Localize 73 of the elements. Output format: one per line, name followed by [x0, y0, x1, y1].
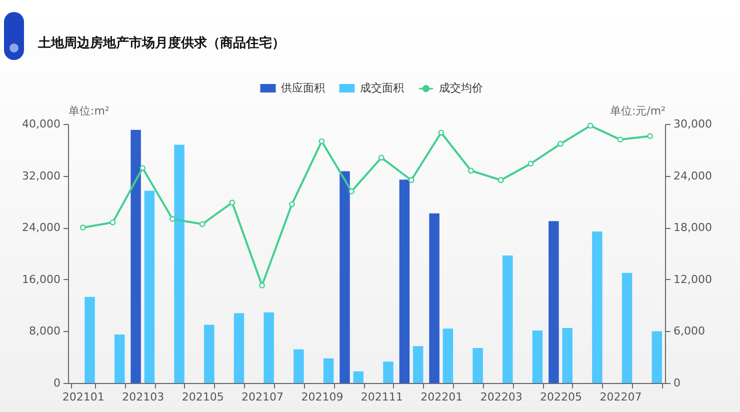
- y2-tick-label: 12,000: [674, 272, 712, 286]
- y-tick-label: 24,000: [22, 221, 60, 234]
- bar: [562, 328, 572, 383]
- y-axis-title: 单位:m²: [68, 104, 110, 118]
- bar: [340, 171, 350, 383]
- point: [558, 140, 564, 147]
- bar: [442, 328, 454, 383]
- bar: [548, 221, 559, 383]
- bar: [592, 231, 602, 383]
- x-tick-label: 202111: [360, 390, 403, 404]
- x-tick-label: 202101: [62, 390, 104, 404]
- point: [438, 130, 444, 136]
- bar: [502, 255, 513, 383]
- bar: [144, 190, 155, 383]
- bar: [174, 144, 184, 383]
- legend-label: 成交面积: [360, 81, 404, 94]
- y2-tick-label: 6,000: [674, 324, 705, 338]
- y2-tick-label: 0: [674, 376, 680, 390]
- x-tick-label: 202205: [540, 390, 582, 404]
- y2-axis-title: 单位:元/m²: [610, 104, 666, 118]
- x-tick-label: 202107: [242, 390, 284, 404]
- bar: [353, 371, 364, 383]
- y-tick-label: 40,000: [22, 118, 60, 130]
- bar: [472, 348, 483, 383]
- bar: [130, 130, 141, 383]
- point: [378, 154, 384, 161]
- point: [408, 177, 414, 184]
- point: [229, 200, 236, 206]
- point: [617, 136, 624, 142]
- legend-label: 供应面积: [281, 81, 325, 94]
- legend-label: 成交均价: [439, 82, 483, 95]
- point: [288, 201, 295, 208]
- point: [199, 221, 206, 228]
- bar: [622, 272, 632, 383]
- point: [110, 219, 116, 226]
- y2-tick-label: 24,000: [674, 169, 712, 182]
- bar: [294, 349, 304, 383]
- bar: [234, 313, 244, 383]
- bar: [264, 312, 274, 383]
- point: [498, 177, 504, 184]
- chart-title: 土地周边房地产市场月度供求（商品住宅）: [37, 35, 285, 51]
- point: [468, 168, 474, 174]
- y2-tick-label: 18,000: [674, 221, 712, 234]
- x-tick-label: 202201: [420, 390, 463, 404]
- x-tick-label: 202109: [301, 390, 344, 404]
- x-tick-label: 202207: [600, 390, 642, 404]
- point: [140, 165, 146, 171]
- bar: [383, 362, 394, 383]
- bar: [532, 330, 543, 383]
- bar: [84, 296, 95, 383]
- point: [647, 133, 654, 140]
- bar: [412, 346, 424, 383]
- y-tick-label: 0: [54, 376, 60, 390]
- point: [80, 224, 86, 231]
- x-tick-label: 202203: [480, 390, 522, 404]
- bar: [323, 358, 334, 383]
- point: [318, 138, 325, 144]
- bar: [204, 324, 214, 383]
- bar: [114, 334, 125, 383]
- y-tick-label: 32,000: [22, 169, 60, 182]
- point: [528, 160, 534, 167]
- point: [348, 188, 355, 194]
- y2-tick-label: 30,000: [674, 118, 712, 130]
- point: [170, 216, 176, 222]
- y-tick-label: 8,000: [29, 324, 60, 338]
- bar: [652, 331, 662, 383]
- bar: [399, 180, 410, 383]
- point: [587, 122, 594, 129]
- point: [259, 282, 265, 288]
- x-tick-label: 202105: [182, 390, 224, 404]
- bar: [429, 213, 440, 383]
- y-tick-label: 16,000: [22, 272, 60, 286]
- x-tick-label: 202103: [122, 390, 164, 404]
